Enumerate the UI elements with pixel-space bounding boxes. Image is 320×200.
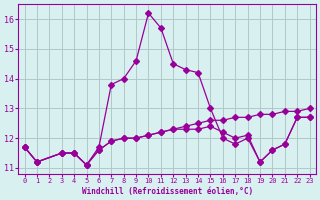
X-axis label: Windchill (Refroidissement éolien,°C): Windchill (Refroidissement éolien,°C) xyxy=(82,187,253,196)
